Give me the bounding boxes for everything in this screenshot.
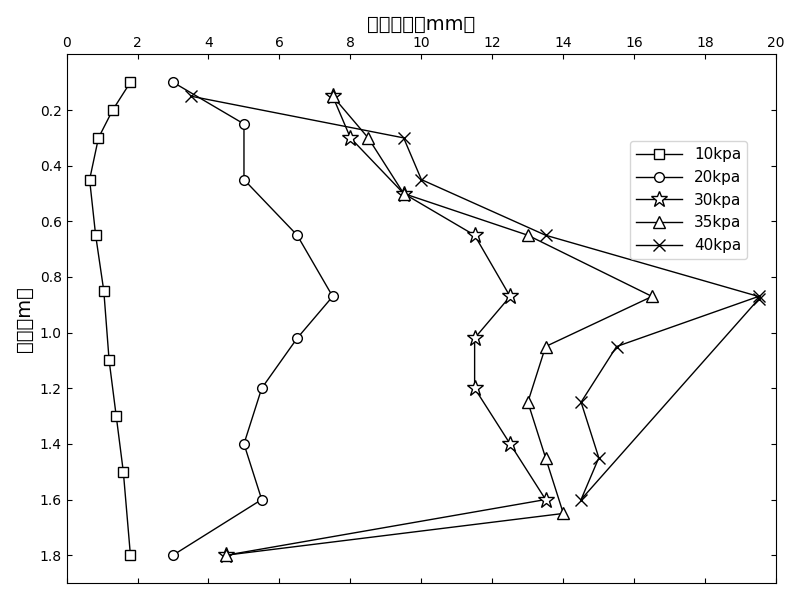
- 10kpa: [94, 135, 103, 142]
- 40kpa: [399, 135, 409, 142]
- 10kpa: [126, 551, 135, 559]
- 30kpa: [399, 190, 409, 197]
- 20kpa: [292, 335, 302, 342]
- 20kpa: [257, 496, 266, 503]
- 10kpa: [108, 106, 118, 114]
- Line: 30kpa: 30kpa: [218, 88, 554, 563]
- 40kpa: [576, 399, 586, 406]
- 30kpa: [541, 496, 550, 503]
- 10kpa: [111, 413, 121, 420]
- 10kpa: [104, 357, 114, 364]
- 30kpa: [328, 93, 338, 100]
- 40kpa: [186, 93, 195, 100]
- Line: 40kpa: 40kpa: [185, 90, 764, 505]
- Line: 10kpa: 10kpa: [85, 77, 135, 560]
- 20kpa: [239, 176, 249, 183]
- Legend: 10kpa, 20kpa, 30kpa, 35kpa, 40kpa: 10kpa, 20kpa, 30kpa, 35kpa, 40kpa: [630, 141, 747, 259]
- 10kpa: [118, 468, 128, 475]
- 35kpa: [222, 551, 231, 559]
- 40kpa: [612, 343, 622, 350]
- 35kpa: [541, 343, 550, 350]
- 20kpa: [257, 385, 266, 392]
- 20kpa: [328, 293, 338, 300]
- 35kpa: [399, 190, 409, 197]
- 10kpa: [99, 287, 109, 294]
- 35kpa: [328, 93, 338, 100]
- 35kpa: [558, 510, 568, 517]
- 10kpa: [85, 176, 94, 183]
- 35kpa: [523, 231, 533, 239]
- 40kpa: [576, 496, 586, 503]
- 20kpa: [168, 551, 178, 559]
- Line: 20kpa: 20kpa: [168, 77, 338, 560]
- 35kpa: [523, 399, 533, 406]
- 20kpa: [168, 79, 178, 86]
- 40kpa: [754, 295, 763, 303]
- 40kpa: [541, 231, 550, 239]
- 35kpa: [363, 135, 373, 142]
- 35kpa: [647, 293, 657, 300]
- 10kpa: [126, 79, 135, 86]
- 35kpa: [541, 454, 550, 462]
- Y-axis label: 深度（m）: 深度（m）: [15, 286, 34, 352]
- 20kpa: [239, 120, 249, 127]
- 20kpa: [239, 440, 249, 447]
- 10kpa: [91, 231, 101, 239]
- 30kpa: [506, 440, 515, 447]
- 30kpa: [470, 335, 479, 342]
- 40kpa: [754, 293, 763, 300]
- 30kpa: [470, 231, 479, 239]
- 30kpa: [346, 135, 355, 142]
- X-axis label: 侧向位移（mm）: 侧向位移（mm）: [367, 15, 475, 34]
- 30kpa: [222, 551, 231, 559]
- 30kpa: [506, 293, 515, 300]
- 20kpa: [292, 231, 302, 239]
- 30kpa: [470, 385, 479, 392]
- Line: 35kpa: 35kpa: [221, 90, 658, 561]
- 40kpa: [417, 176, 426, 183]
- 40kpa: [594, 454, 604, 462]
